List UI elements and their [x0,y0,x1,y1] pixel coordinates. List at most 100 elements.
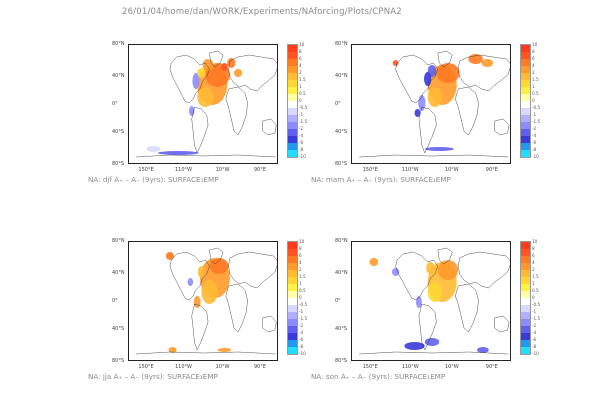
colorbar-label: -6 [532,337,537,342]
latitude-label: 80°S [112,161,125,167]
colorbar-label: 10 [299,239,305,244]
anomaly-region [197,266,205,278]
latitude-label: 80°N [112,41,125,47]
colorbar-label: 1.5 [299,274,306,279]
anomaly-region [165,252,174,260]
map-panel-mam: 80°N 40°N 0° 40°S 80°S 150°E 110°W 10°W 90°E NA: … [295,41,545,189]
latitude-label: 80°S [335,358,348,364]
colorbar-label: -2 [299,323,304,328]
anomaly-region [369,258,379,266]
colorbar-segment [521,115,530,122]
anomaly-region [427,87,443,107]
colorbar-segment [288,143,297,150]
anomaly-region [227,58,236,68]
colorbar-label: 1 [299,84,302,89]
longitude-label: 150°E [138,167,154,173]
colorbar [520,44,531,158]
colorbar-label: -0.5 [299,105,308,110]
coastline [437,50,453,68]
colorbar-label: -1 [532,309,537,314]
colorbar-label: -4 [299,133,304,138]
colorbar-segment [521,136,530,143]
colorbar-segment [288,242,297,249]
colorbar-label: -6 [299,337,304,342]
longitude-label: 10°W [444,167,459,173]
world-map-svg [359,247,510,355]
colorbar-segment [288,122,297,129]
longitude-label: 90°E [485,167,498,173]
anomaly-region [424,72,432,86]
anomaly-region [481,59,494,67]
anomaly-region [209,258,229,274]
colorbar-label: 1.5 [532,77,539,82]
colorbar-label: 1 [532,281,535,286]
colorbar-segment [521,319,530,326]
colorbar-label: -1 [299,309,304,314]
colorbar-segment [521,340,530,347]
colorbar-label: 0.5 [299,288,306,293]
colorbar-segment [521,284,530,291]
colorbar-segment [288,66,297,73]
colorbar-segment [521,143,530,150]
anomaly-region [201,280,218,304]
anomaly-region [427,282,443,302]
coastline [169,54,210,104]
coastline [135,351,276,355]
colorbar-label: -10 [532,351,539,356]
colorbar-label: 8 [532,49,535,54]
anomaly-region [424,147,454,151]
colorbar-label: 1.5 [299,77,306,82]
colorbar-segment [521,122,530,129]
coastline [418,303,437,351]
latitude-label: 0° [112,101,118,107]
latitude-label: 40°N [335,270,348,277]
coastline [494,118,510,136]
colorbar-segment [521,242,530,249]
coastline [457,54,510,92]
colorbar-label: 6 [299,253,302,258]
colorbar-label: -1.5 [299,316,308,321]
colorbar-segment [288,256,297,263]
colorbar-segment [521,87,530,94]
map-frame [351,241,511,361]
longitude-label: 110°W [401,167,419,173]
coastline [228,54,277,92]
coastline [418,106,437,154]
colorbar-segment [288,136,297,143]
colorbar-segment [521,277,530,284]
coastline [455,86,479,136]
colorbar-label: 8 [532,246,535,251]
map-panel-djf: 80°N 40°N 0° 40°S 80°S 150°E 110°W 10°W 90°E NA: … [88,41,338,189]
longitude-label: 110°W [175,167,192,173]
longitude-label: 110°W [175,364,192,370]
colorbar-segment [521,263,530,270]
coastline [494,315,510,333]
colorbar-label: 2 [299,70,302,75]
anomaly-region [416,296,422,308]
colorbar-segment [288,150,297,157]
colorbar-segment [521,150,530,157]
colorbar-segment [521,59,530,66]
world-map-svg [135,50,277,158]
colorbar-segment [521,73,530,80]
colorbar-label: 0.5 [532,288,539,293]
colorbar-label: -10 [532,154,539,159]
colorbar [287,44,298,158]
panel-caption: NA: jja A₊ – A₋ (9yrs): SURFACE₁EMP [88,372,218,381]
colorbar-label: 0 [299,295,302,300]
colorbar-segment [288,73,297,80]
map-panel-jja: 80°N 40°N 0° 40°S 80°S 150°E 110°W 10°W 90°E NA: … [88,238,338,386]
colorbar-label: -1 [299,112,304,117]
longitude-label: 150°E [138,364,154,370]
anomaly-region [404,342,425,350]
colorbar-segment [288,129,297,136]
colorbar-segment [521,80,530,87]
colorbar-label: -4 [299,330,304,335]
coastline [209,247,224,265]
colorbar-label: 4 [532,260,535,265]
colorbar-label: -1 [532,112,537,117]
world-map-svg [135,247,277,355]
colorbar-segment [288,326,297,333]
anomaly-region [197,68,206,78]
map-frame [128,241,278,361]
